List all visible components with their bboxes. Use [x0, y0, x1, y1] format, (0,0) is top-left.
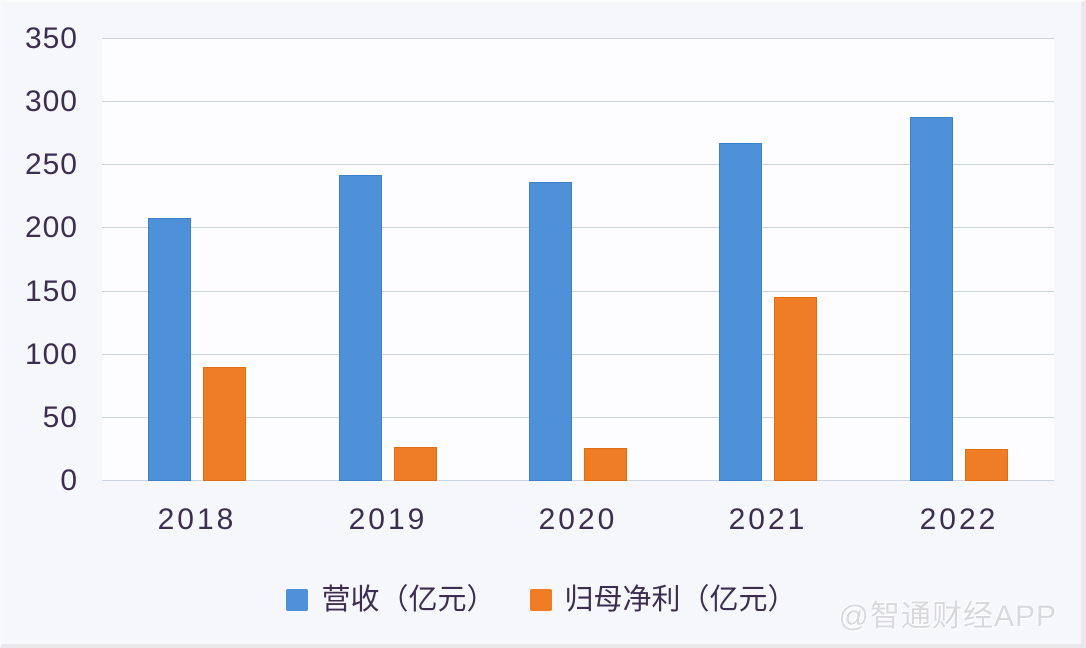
gridline-300 [102, 101, 1054, 102]
bar-net-profit-2019 [394, 447, 437, 481]
x-axis-label-2021: 2021 [728, 503, 808, 536]
legend-swatch-net-profit [529, 589, 552, 611]
bar-revenue-2021 [719, 143, 762, 481]
x-axis-label-2018: 2018 [157, 503, 237, 536]
y-axis-label-0: 0 [60, 464, 78, 497]
bar-revenue-2018 [148, 218, 191, 481]
bar-revenue-2019 [339, 175, 382, 481]
x-axis-label-2022: 2022 [919, 503, 999, 536]
bar-net-profit-2021 [774, 297, 817, 481]
gridline-50 [102, 417, 1054, 418]
y-axis-label-100: 100 [24, 338, 78, 371]
legend-item-net-profit: 归母净利（亿元） [529, 580, 797, 620]
bar-revenue-2022 [910, 117, 953, 481]
legend-item-revenue: 营收（亿元） [286, 580, 496, 620]
legend-label-net-profit: 归母净利（亿元） [564, 584, 797, 616]
x-axis-label-2020: 2020 [538, 503, 618, 536]
gridline-100 [102, 354, 1054, 355]
y-axis-label-200: 200 [24, 211, 78, 244]
gridline-250 [102, 164, 1054, 165]
y-axis-label-300: 300 [24, 85, 78, 118]
gridline-200 [102, 227, 1054, 228]
watermark: @智通财经APP [838, 600, 1057, 633]
legend: 营收（亿元） 归母净利（亿元） [2, 580, 1081, 620]
gridline-150 [102, 291, 1054, 292]
y-axis-label-150: 150 [24, 275, 78, 308]
plot-area [102, 39, 1054, 481]
y-axis-label-350: 350 [24, 22, 78, 55]
x-axis-label-2019: 2019 [348, 503, 428, 536]
bar-revenue-2020 [529, 182, 572, 481]
legend-label-revenue: 营收（亿元） [321, 584, 496, 616]
bar-net-profit-2022 [965, 449, 1008, 481]
y-axis-label-250: 250 [24, 148, 78, 181]
gridline-350 [102, 38, 1054, 39]
bar-net-profit-2020 [584, 448, 627, 481]
legend-swatch-revenue [286, 589, 309, 611]
y-axis-label-50: 50 [42, 401, 78, 434]
gridline-0 [102, 480, 1054, 481]
bar-net-profit-2018 [203, 367, 246, 481]
